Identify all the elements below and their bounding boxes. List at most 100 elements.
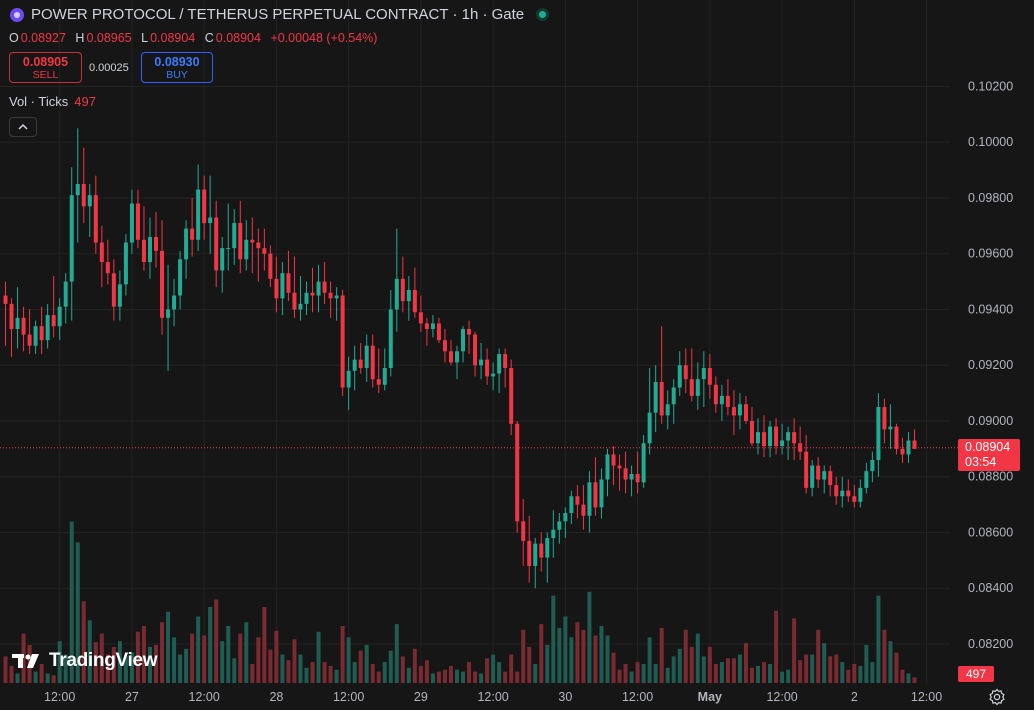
volume-bar <box>786 669 791 683</box>
volume-bar <box>473 671 478 683</box>
volume-bar <box>611 652 616 683</box>
candle-body <box>99 242 104 263</box>
candle-body <box>412 289 417 313</box>
candle-body <box>15 317 20 329</box>
volume-bar <box>539 624 544 683</box>
candle-body <box>503 354 508 369</box>
tradingview-logo-icon <box>12 654 39 668</box>
last-price-label: 0.08904 03:54 <box>958 438 1020 471</box>
candle-body <box>780 440 785 447</box>
volume-bar <box>906 673 911 683</box>
candle-body <box>858 487 863 502</box>
candle-body <box>683 365 688 380</box>
volume-bar <box>677 648 682 683</box>
volume-bar <box>33 671 38 683</box>
candle-body <box>647 412 652 444</box>
volume-bar <box>298 654 303 683</box>
chart-title[interactable]: POWER PROTOCOL / TETHERUS PERPETUAL CONT… <box>31 6 525 23</box>
candle-body <box>852 496 857 502</box>
candle-body <box>39 326 44 341</box>
volume-bar <box>424 660 429 683</box>
volume-bar <box>653 664 658 683</box>
candle-body <box>33 326 38 346</box>
candle-body <box>659 381 664 416</box>
time-axis-tick: 27 <box>125 690 139 704</box>
candle-body <box>467 328 472 335</box>
volume-bar <box>725 658 730 683</box>
tradingview-logo[interactable]: TradingView <box>12 650 158 672</box>
volume-bar <box>870 662 875 683</box>
spread-value: 0.00025 <box>89 62 129 74</box>
candle-body <box>587 482 592 516</box>
candle-body <box>792 432 797 444</box>
candle-body <box>707 368 712 385</box>
volume-bar <box>63 654 68 683</box>
chart-header: POWER PROTOCOL / TETHERUS PERPETUAL CONT… <box>10 6 550 23</box>
market-open-dot-icon[interactable] <box>536 8 550 21</box>
candle-body <box>172 295 177 310</box>
volume-bar <box>810 654 815 683</box>
volume-bar <box>430 673 435 683</box>
candle-body <box>27 334 32 346</box>
volume-bar <box>461 671 466 683</box>
time-axis-tick: 12:00 <box>189 690 220 704</box>
volume-bar <box>509 654 514 683</box>
candle-body <box>822 471 827 480</box>
volume-bar <box>647 637 652 683</box>
volume-bar <box>99 633 104 683</box>
volume-value: 497 <box>74 94 96 109</box>
volume-bar <box>840 662 845 683</box>
candle-body <box>129 203 134 243</box>
candle-body <box>310 292 315 296</box>
volume-legend[interactable]: Vol · Ticks 497 <box>9 94 96 109</box>
candle-body <box>340 295 345 388</box>
volume-bar <box>695 633 700 683</box>
candle-body <box>274 278 279 299</box>
volume-bar <box>503 671 508 683</box>
candle-body <box>424 323 429 329</box>
candle-body <box>135 203 140 240</box>
volume-bar <box>262 607 267 683</box>
volume-bar <box>491 654 496 683</box>
candle-body <box>828 471 833 486</box>
volume-bar <box>527 646 532 683</box>
candle-body <box>623 468 628 480</box>
candle-body <box>605 454 610 480</box>
volume-bar <box>178 654 183 683</box>
open-label: O <box>9 31 19 45</box>
buy-button[interactable]: 0.08930 BUY <box>141 52 213 83</box>
volume-bar <box>792 618 797 683</box>
price-axis-tick: 0.09400 <box>968 302 1013 316</box>
volume-bar <box>719 662 724 683</box>
candle-body <box>912 440 917 449</box>
candle-body <box>202 189 207 224</box>
candle-body <box>370 345 375 380</box>
candle-body <box>521 521 526 541</box>
sell-label: SELL <box>32 69 59 81</box>
candle-body <box>743 404 748 421</box>
candle-body <box>485 359 490 377</box>
volume-bar <box>665 667 670 683</box>
candle-body <box>196 189 201 240</box>
volume-bar <box>894 652 899 683</box>
volume-bar <box>340 626 345 683</box>
candle-body <box>816 465 821 480</box>
candle-body <box>382 368 387 385</box>
volume-bar <box>123 656 128 683</box>
collapse-legend-button[interactable] <box>9 117 37 137</box>
volume-bar <box>617 669 622 683</box>
volume-bar <box>707 646 712 683</box>
sell-button[interactable]: 0.08905 SELL <box>9 52 82 83</box>
candle-body <box>876 407 881 461</box>
time-axis-tick: 30 <box>558 690 572 704</box>
candle-body <box>479 359 484 366</box>
low-value: 0.08904 <box>150 31 196 45</box>
candle-body <box>629 473 634 480</box>
tradingview-wordmark: TradingView <box>49 650 158 671</box>
candle-body <box>840 490 845 497</box>
volume-bar <box>190 633 195 683</box>
gear-icon[interactable] <box>988 688 1006 706</box>
volume-bar <box>701 656 706 683</box>
volume-bar <box>762 662 767 683</box>
